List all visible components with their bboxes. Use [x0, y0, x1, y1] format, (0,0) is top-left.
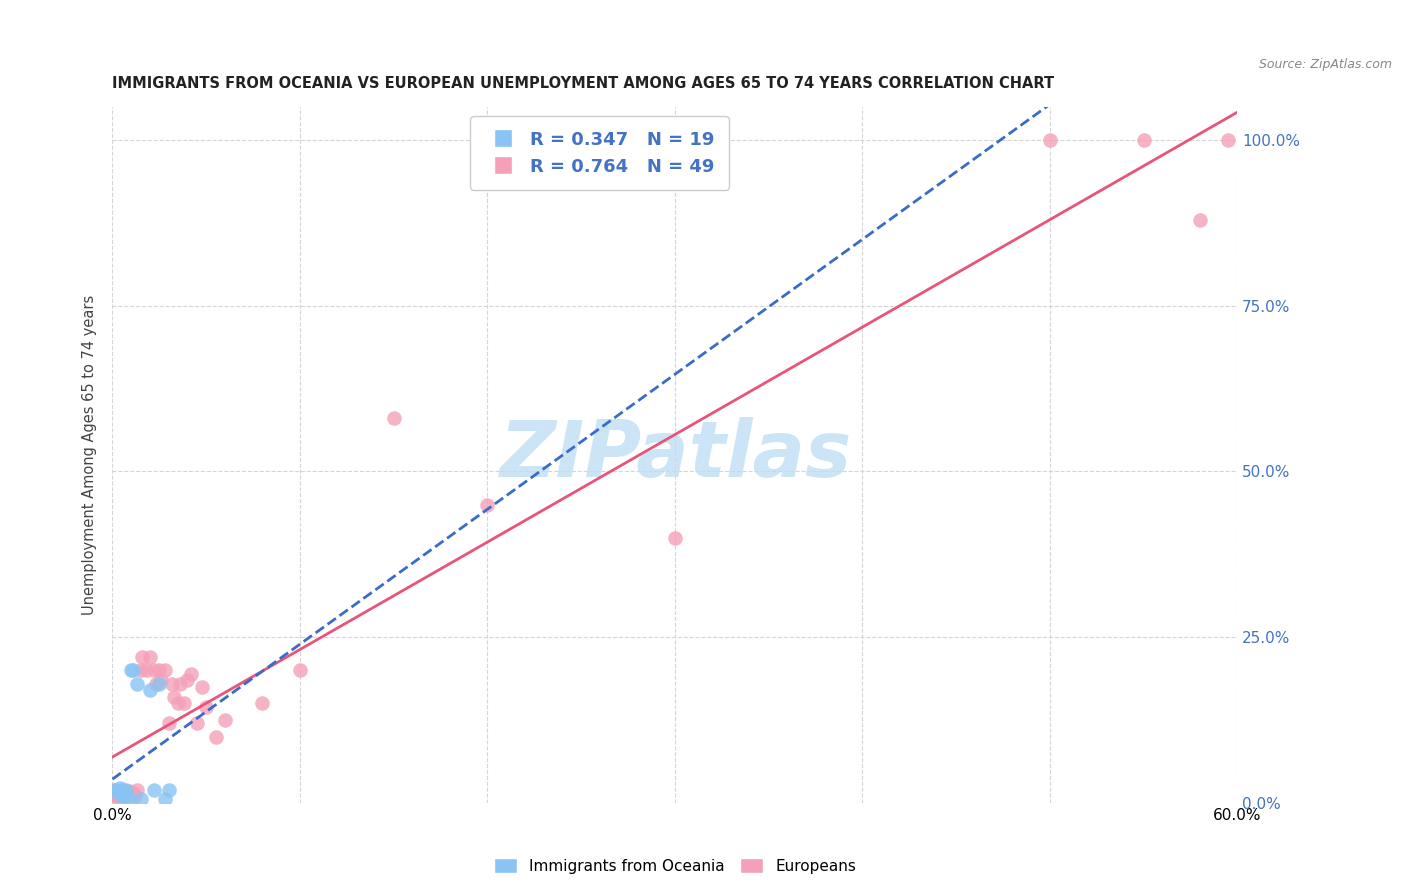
Text: Source: ZipAtlas.com: Source: ZipAtlas.com — [1258, 58, 1392, 71]
Point — [129, 792, 152, 806]
Point — [186, 716, 208, 731]
Point — [108, 781, 131, 796]
Point — [105, 784, 128, 798]
Point — [118, 784, 141, 798]
Point — [252, 697, 274, 711]
Point — [145, 676, 167, 690]
Point — [1216, 133, 1239, 147]
Text: ZIPatlas: ZIPatlas — [499, 417, 851, 493]
Point — [195, 699, 218, 714]
Point — [112, 786, 135, 800]
Point — [103, 789, 125, 804]
Point — [139, 683, 162, 698]
Point — [114, 782, 136, 797]
Point — [176, 673, 198, 688]
Point — [167, 697, 190, 711]
Point — [148, 663, 170, 677]
Point — [107, 786, 129, 800]
Point — [162, 676, 184, 690]
Point — [103, 782, 125, 797]
Point — [117, 786, 139, 800]
Point — [111, 782, 134, 797]
Point — [120, 786, 142, 800]
Point — [163, 690, 186, 704]
Point — [169, 676, 191, 690]
Point — [107, 786, 129, 800]
Point — [103, 782, 125, 797]
Point — [122, 786, 145, 800]
Legend: R = 0.347   N = 19, R = 0.764   N = 49: R = 0.347 N = 19, R = 0.764 N = 49 — [470, 116, 728, 190]
Point — [107, 789, 129, 804]
Point — [382, 411, 405, 425]
Point — [111, 789, 134, 804]
Point — [124, 789, 146, 804]
Point — [105, 782, 128, 797]
Point — [131, 650, 153, 665]
Point — [191, 680, 214, 694]
Y-axis label: Unemployment Among Ages 65 to 74 years: Unemployment Among Ages 65 to 74 years — [82, 294, 97, 615]
Point — [153, 663, 176, 677]
Point — [120, 663, 142, 677]
Point — [105, 789, 128, 804]
Point — [1188, 212, 1211, 227]
Point — [111, 782, 134, 797]
Point — [129, 663, 152, 677]
Point — [122, 663, 145, 677]
Point — [150, 673, 173, 688]
Point — [148, 676, 170, 690]
Legend: Immigrants from Oceania, Europeans: Immigrants from Oceania, Europeans — [488, 852, 862, 880]
Point — [135, 663, 157, 677]
Point — [664, 531, 686, 545]
Point — [117, 789, 139, 804]
Point — [1039, 133, 1062, 147]
Point — [114, 788, 136, 802]
Point — [111, 789, 134, 804]
Point — [112, 784, 135, 798]
Point — [173, 697, 195, 711]
Point — [1132, 133, 1154, 147]
Point — [142, 663, 165, 677]
Point — [214, 713, 236, 727]
Point — [125, 676, 148, 690]
Point — [157, 782, 180, 797]
Point — [142, 782, 165, 797]
Point — [108, 786, 131, 800]
Point — [288, 663, 311, 677]
Point — [204, 730, 226, 744]
Point — [180, 666, 202, 681]
Point — [153, 792, 176, 806]
Point — [118, 792, 141, 806]
Point — [477, 498, 499, 512]
Point — [125, 782, 148, 797]
Point — [112, 789, 135, 804]
Point — [157, 716, 180, 731]
Text: IMMIGRANTS FROM OCEANIA VS EUROPEAN UNEMPLOYMENT AMONG AGES 65 TO 74 YEARS CORRE: IMMIGRANTS FROM OCEANIA VS EUROPEAN UNEM… — [112, 76, 1054, 91]
Point — [139, 650, 162, 665]
